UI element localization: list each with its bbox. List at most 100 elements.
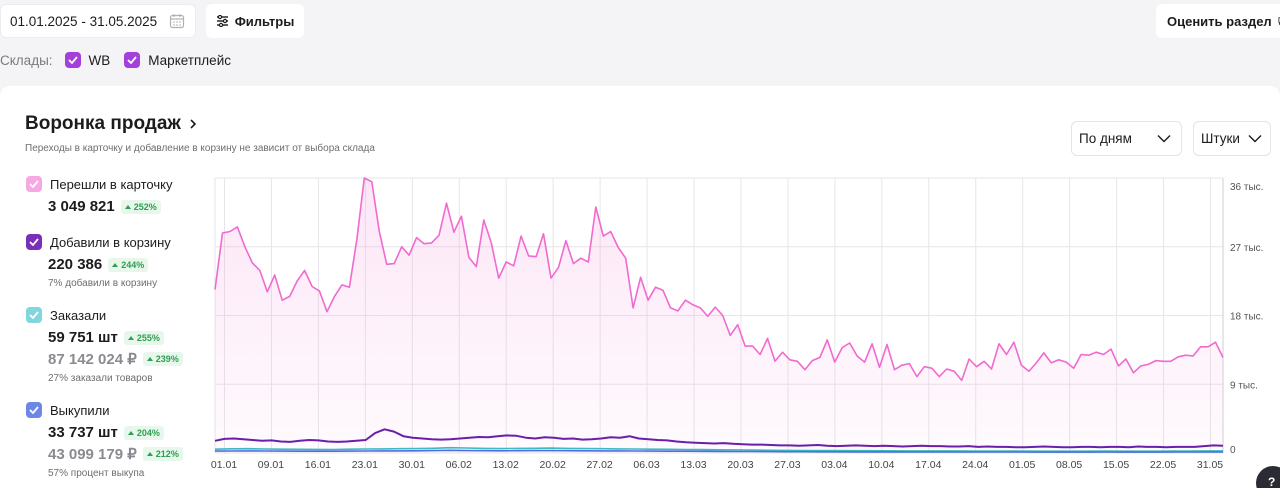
metric-label: Выкупили	[50, 402, 110, 418]
y-tick-label: 27 тыс.	[1230, 243, 1263, 254]
x-tick-label: 27.02	[586, 459, 612, 471]
store-marketplace[interactable]: Маркетплейс	[124, 52, 231, 68]
checkbox-checked-icon[interactable]	[124, 52, 141, 68]
store-wb-label: WB	[88, 52, 111, 68]
x-tick-label: 27.03	[774, 459, 800, 471]
metric-value: 3 049 821	[48, 198, 115, 215]
rate-section-label: Оценить раздел	[1167, 13, 1272, 29]
metric-label: Заказали	[50, 307, 107, 323]
metric-note: 7% добавили в корзину	[48, 278, 158, 289]
help-button[interactable]: ?	[1256, 466, 1280, 488]
funnel-title-text: Воронка продаж	[25, 113, 181, 134]
change-value: 239%	[155, 354, 179, 364]
metric-note: 27% заказали товаров	[48, 373, 153, 384]
change-badge: 239%	[142, 352, 183, 366]
change-value: 244%	[121, 259, 145, 270]
chevron-down-icon	[1248, 135, 1262, 143]
x-tick-label: 13.03	[680, 459, 706, 471]
x-tick-label: 20.02	[540, 459, 566, 471]
chevron-down-icon	[1157, 135, 1171, 143]
funnel-title[interactable]: Воронка продаж	[25, 113, 197, 135]
funnel-subtitle: Переходы в карточку и добавление в корзи…	[25, 143, 375, 154]
x-tick-label: 23.01	[352, 459, 378, 471]
metric-value-rub: 43 099 179 ₽	[48, 446, 137, 463]
arrow-up-icon	[112, 262, 119, 267]
x-tick-label: 01.01	[211, 459, 237, 471]
metric-value-rub: 87 142 024 ₽	[48, 351, 137, 368]
metric-value: 33 737 шт	[48, 424, 118, 441]
change-badge: 255%	[123, 330, 164, 345]
unit-select-value: Штуки	[1201, 131, 1240, 146]
metric-label: Добавили в корзину	[50, 234, 171, 250]
change-value: 252%	[133, 201, 157, 212]
x-tick-label: 08.05	[1056, 459, 1082, 471]
x-tick-label: 01.05	[1009, 459, 1035, 471]
change-value: 204%	[136, 427, 160, 438]
change-badge: 212%	[142, 447, 183, 461]
filters-button[interactable]: Фильтры	[206, 4, 304, 38]
checkbox-checked-icon[interactable]	[26, 234, 42, 250]
store-marketplace-label: Маркетплейс	[148, 52, 231, 68]
metric-label: Перешли в карточку	[50, 176, 173, 192]
x-tick-label: 16.01	[305, 459, 331, 471]
x-tick-label: 06.02	[446, 459, 472, 471]
x-tick-label: 31.05	[1197, 459, 1223, 471]
x-tick-label: 13.02	[493, 459, 519, 471]
x-tick-label: 24.04	[962, 459, 988, 471]
checkbox-checked-icon[interactable]	[64, 52, 81, 68]
store-wb[interactable]: WB	[64, 52, 111, 68]
arrow-up-icon	[146, 452, 153, 456]
x-tick-label: 09.01	[258, 459, 284, 471]
metric-card-cart: Добавили в корзину 220 386 244% 7% добав…	[26, 234, 171, 289]
arrow-up-icon	[146, 357, 153, 361]
series-area-views	[215, 178, 1223, 453]
change-badge: 252%	[120, 199, 161, 214]
x-tick-label: 17.04	[915, 459, 941, 471]
period-select-value: По дням	[1079, 131, 1132, 146]
checkbox-checked-icon[interactable]	[26, 402, 42, 418]
x-tick-label: 20.03	[727, 459, 753, 471]
x-tick-label: 22.05	[1150, 459, 1176, 471]
arrow-up-icon	[127, 430, 134, 435]
y-tick-label: 36 тыс.	[1230, 182, 1263, 193]
period-select[interactable]: По дням	[1071, 121, 1182, 156]
checkbox-checked-icon[interactable]	[26, 176, 42, 192]
checkbox-checked-icon[interactable]	[26, 307, 42, 323]
metric-card-views: Перешли в карточку 3 049 821 252%	[26, 176, 172, 215]
unit-select[interactable]: Штуки	[1193, 121, 1271, 156]
change-value: 255%	[136, 332, 160, 343]
chevron-right-icon	[190, 119, 197, 129]
series-line-buyouts	[214, 449, 1224, 453]
arrow-up-icon	[124, 204, 131, 209]
series-line-views	[214, 177, 1224, 382]
x-tick-label: 15.05	[1103, 459, 1129, 471]
stores-filter: Склады: WB Маркетплейс	[0, 52, 245, 68]
y-tick-label: 9 тыс.	[1230, 380, 1258, 391]
series-line-cart	[214, 428, 1224, 449]
comment-icon	[1278, 17, 1280, 26]
change-badge: 204%	[123, 425, 164, 440]
series-line-orders	[214, 446, 1223, 452]
metric-value: 220 386	[48, 256, 103, 273]
metric-card-orders: Заказали 59 751 шт 255% 87 142 024 ₽ 239…	[26, 307, 183, 384]
sliders-icon	[216, 15, 228, 27]
calendar-icon	[169, 14, 185, 29]
metric-note: 57% процент выкупа	[48, 468, 145, 479]
x-tick-label: 06.03	[633, 459, 659, 471]
metric-value: 59 751 шт	[48, 329, 118, 346]
y-tick-label: 0	[1230, 445, 1236, 456]
rate-section-button[interactable]: Оценить раздел	[1156, 4, 1280, 38]
change-value: 212%	[155, 449, 179, 459]
x-tick-label: 30.01	[399, 459, 425, 471]
date-range-text: 01.01.2025 - 31.05.2025	[10, 13, 158, 29]
x-tick-label: 03.04	[821, 459, 847, 471]
y-tick-label: 18 тыс.	[1230, 312, 1263, 323]
change-badge: 244%	[108, 257, 149, 272]
filters-label: Фильтры	[234, 13, 295, 29]
arrow-up-icon	[127, 335, 134, 340]
stores-label: Склады:	[0, 52, 53, 68]
date-range-picker[interactable]: 01.01.2025 - 31.05.2025	[0, 4, 196, 38]
x-tick-label: 10.04	[868, 459, 894, 471]
metric-card-buyouts: Выкупили 33 737 шт 204% 43 099 179 ₽ 212…	[26, 402, 183, 479]
